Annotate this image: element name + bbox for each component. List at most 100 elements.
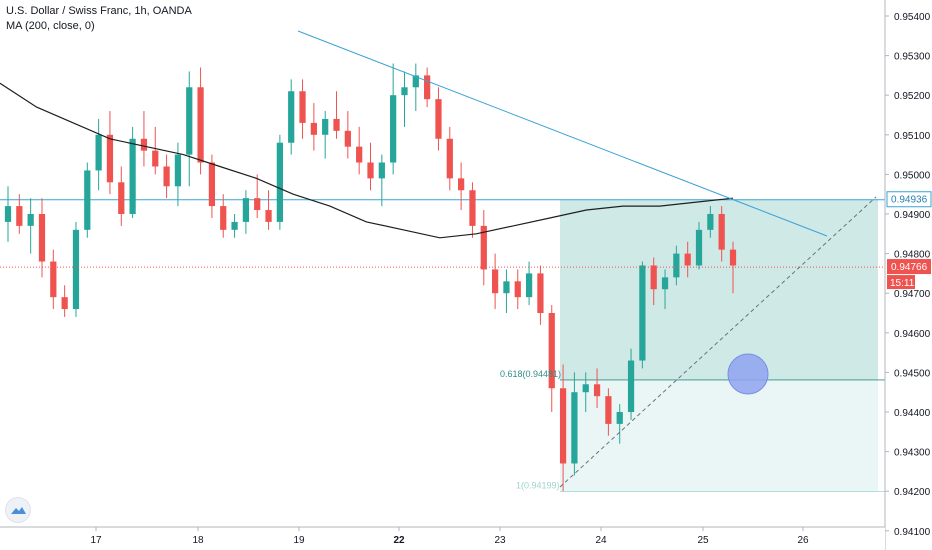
candle-body	[276, 142, 283, 222]
price-tick-label: 0.95200	[894, 91, 931, 102]
candle-body	[616, 412, 623, 424]
candle-body	[174, 154, 182, 187]
symbol-legend[interactable]: U.S. Dollar / Swiss Franc, 1h, OANDA	[6, 5, 192, 17]
time-tick-label: 23	[494, 535, 506, 546]
candle-body	[401, 87, 408, 96]
time-tick-label: 17	[90, 535, 102, 546]
candle-body	[231, 221, 238, 230]
candle-body	[242, 198, 250, 222]
candle-body	[367, 162, 374, 179]
candle-body	[469, 190, 476, 226]
candle-body	[50, 261, 57, 298]
candle-body	[661, 277, 669, 290]
candle-body	[310, 122, 317, 135]
candle-body	[106, 134, 114, 183]
candle-body	[537, 273, 544, 313]
candle-body	[288, 91, 295, 143]
candle-body	[424, 75, 431, 100]
moving-average-line	[0, 82, 734, 239]
box-level-tag	[886, 191, 932, 208]
candle-body	[254, 198, 261, 211]
candle-body	[27, 214, 34, 226]
candle-body	[4, 206, 12, 222]
time-tick-label: 19	[293, 535, 305, 546]
candle-body	[299, 91, 306, 123]
candle-body	[38, 214, 46, 262]
fib-base-label: 1(0.94199)	[516, 481, 560, 491]
target-zone-lower	[560, 379, 878, 492]
candle-body	[548, 313, 555, 389]
candle-body	[718, 214, 725, 250]
candle-body	[684, 253, 691, 266]
candle-body	[582, 384, 589, 393]
candle-body	[16, 206, 23, 226]
candle-body	[673, 253, 680, 278]
countdown-tag	[887, 275, 915, 290]
tradingview-logo-icon[interactable]	[5, 497, 31, 523]
candle-body	[639, 265, 646, 361]
candle-body	[61, 297, 68, 310]
candle-body	[265, 210, 272, 222]
candle-body	[186, 87, 193, 155]
candle-body	[627, 360, 635, 412]
time-tick-label: 26	[797, 535, 809, 546]
time-tick-label: 18	[192, 535, 204, 546]
candle-body	[344, 130, 351, 147]
price-tick-label: 0.95300	[894, 52, 931, 63]
price-axis-background	[885, 0, 932, 550]
fib-618-label: 0.618(0.94481)	[500, 369, 561, 379]
price-tick-label: 0.94300	[894, 448, 931, 459]
candle-body	[208, 162, 216, 207]
candle-body	[458, 178, 465, 191]
candle-body	[605, 396, 612, 424]
candle-body	[197, 87, 204, 163]
candle-body	[412, 75, 419, 88]
box-level-tag-text: 0.94936	[891, 195, 928, 206]
candle-body	[446, 138, 453, 179]
current-price-tag-text: 0.94766	[891, 262, 928, 273]
price-tick-label: 0.94200	[894, 487, 931, 498]
candle-body	[525, 273, 533, 298]
current-price-tag	[887, 259, 931, 275]
indicator-legend[interactable]: MA (200, close, 0)	[6, 20, 95, 32]
candle-body	[435, 99, 442, 139]
price-tick-label: 0.94800	[894, 250, 931, 261]
candle-body	[163, 166, 170, 187]
candle-body	[707, 214, 714, 230]
candle-body	[729, 249, 737, 266]
candle-body	[559, 388, 567, 464]
mountain-icon	[11, 507, 26, 514]
candle-body	[220, 206, 227, 230]
time-tick-label: 24	[595, 535, 607, 546]
countdown-tag-text: 15:11	[890, 278, 915, 289]
candle-body	[152, 150, 159, 167]
candle-body	[129, 138, 136, 214]
candle-body	[503, 281, 510, 294]
price-tick-label: 0.94900	[894, 210, 931, 221]
price-tick-label: 0.95000	[894, 170, 931, 181]
time-axis-background	[0, 527, 885, 550]
target-circle-marker	[727, 353, 769, 395]
candle-body	[333, 118, 340, 131]
candle-body	[84, 170, 91, 230]
price-tick-label: 0.95400	[894, 12, 931, 23]
time-tick-label: 25	[697, 535, 709, 546]
candle-body	[514, 281, 521, 298]
candle-body	[390, 95, 397, 163]
price-tick-label: 0.94700	[894, 289, 931, 300]
downtrend-line	[297, 30, 828, 237]
price-tick-label: 0.94600	[894, 329, 931, 340]
uptrend-dashed-line	[559, 196, 877, 488]
candle-body	[72, 229, 80, 310]
candle-body	[118, 182, 125, 214]
candle-body	[378, 162, 385, 179]
candle-body	[571, 392, 578, 464]
candle-body	[140, 138, 148, 151]
price-tick-label: 0.95100	[894, 131, 931, 142]
price-tick-label: 0.94500	[894, 368, 931, 379]
price-tick-label: 0.94400	[894, 408, 931, 419]
candle-body	[593, 384, 601, 397]
candle-body	[695, 229, 703, 266]
price-tick-label: 0.94100	[894, 527, 931, 538]
